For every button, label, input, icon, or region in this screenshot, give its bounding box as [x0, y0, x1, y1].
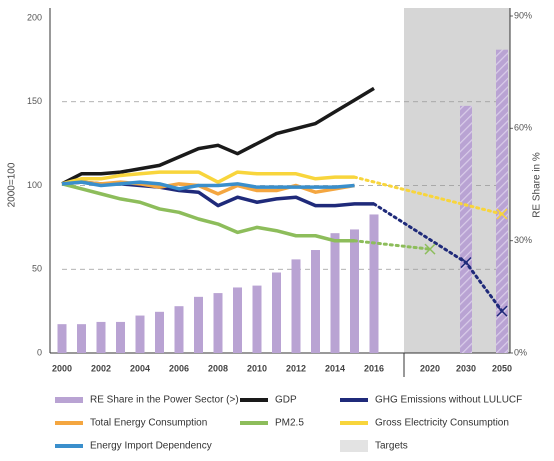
legend-label: Targets — [375, 441, 408, 452]
x-tick-label: 2020 — [420, 363, 440, 373]
legend-label: GDP — [275, 395, 297, 406]
bar — [194, 296, 203, 353]
x-tick-label: 2030 — [456, 363, 476, 373]
y2-tick-label: 60% — [514, 123, 532, 133]
legend-label: PM2.5 — [275, 418, 304, 429]
x-tick-label: 2008 — [208, 363, 228, 373]
x-tick-label: 2012 — [286, 363, 306, 373]
legend-swatch — [340, 440, 368, 452]
y-tick-label: 0 — [37, 347, 42, 357]
bar — [116, 321, 125, 353]
line — [61, 180, 355, 191]
bar — [233, 287, 242, 353]
legend-label: Energy Import Dependency — [90, 441, 212, 452]
y2-tick-label: 30% — [514, 235, 532, 245]
target-marker — [496, 208, 508, 220]
target-marker — [424, 243, 436, 255]
bar — [369, 214, 379, 353]
line — [61, 182, 355, 243]
bar — [57, 324, 67, 353]
bar — [77, 324, 86, 353]
y-tick-label: 50 — [32, 264, 42, 274]
x-tick-label: 2000 — [52, 363, 72, 373]
y-axis-label: 2000=100 — [7, 162, 18, 207]
legend-label: Total Energy Consumption — [90, 418, 207, 429]
bar — [272, 272, 281, 353]
target-area — [404, 8, 510, 353]
y2-tick-label: 0% — [514, 347, 527, 357]
y2-axis-label: RE Share in % — [532, 152, 543, 218]
line — [61, 86, 375, 186]
y-tick-label: 100 — [27, 180, 42, 190]
legend-swatch — [55, 397, 83, 403]
y-tick-label: 200 — [27, 12, 42, 22]
legend-label: GHG Emissions without LULUCF — [375, 395, 522, 406]
bar — [460, 105, 472, 353]
bar — [291, 259, 301, 353]
x-tick-label: 2002 — [91, 363, 111, 373]
target-line — [353, 175, 504, 216]
bar — [155, 311, 164, 353]
target-line — [353, 239, 432, 251]
x-tick-label: 2014 — [325, 363, 345, 373]
x-tick-label: 2006 — [169, 363, 189, 373]
bar — [311, 250, 320, 353]
y2-tick-label: 90% — [514, 10, 532, 20]
target-marker — [460, 257, 472, 269]
bar — [135, 315, 145, 353]
target-marker — [496, 305, 508, 317]
x-tick-label: 2016 — [364, 363, 384, 373]
line — [61, 170, 355, 186]
x-tick-label: 2004 — [130, 363, 150, 373]
bar — [496, 49, 508, 353]
x-tick-label: 2050 — [492, 363, 512, 373]
bar — [96, 321, 106, 353]
bar — [330, 233, 340, 353]
bar — [350, 229, 359, 353]
legend-label: Gross Electricity Consumption — [375, 418, 509, 429]
legend-label: RE Share in the Power Sector (>) — [90, 395, 239, 406]
x-tick-label: 2010 — [247, 363, 267, 373]
bar — [252, 285, 262, 353]
bar — [213, 293, 223, 353]
bar — [174, 306, 184, 353]
y-tick-label: 150 — [27, 96, 42, 106]
